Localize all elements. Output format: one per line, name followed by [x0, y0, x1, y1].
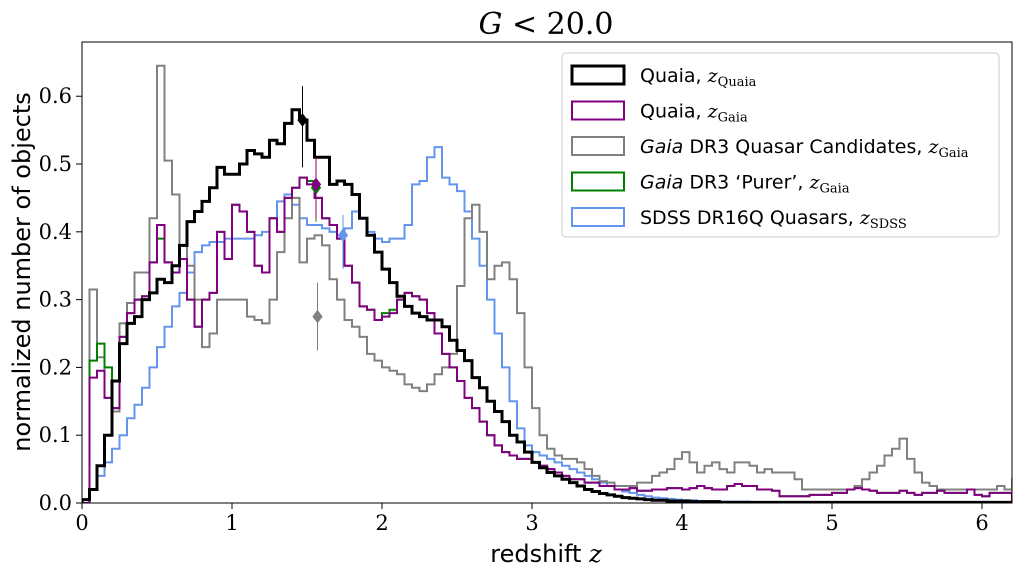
x-tick-label: 2 — [375, 511, 388, 535]
legend-entry-4: SDSS DR16Q Quasars, zSDSS — [640, 207, 907, 232]
y-tick-label: 0.5 — [39, 152, 72, 176]
y-tick-label: 0.6 — [39, 84, 72, 108]
legend-swatch-0 — [570, 64, 626, 86]
legend-box — [561, 52, 1000, 238]
x-tick-label: 0 — [75, 511, 88, 535]
legend-entry-2: Gaia DR3 Quasar Candidates, zGaia — [640, 136, 969, 161]
legend: Quaia, zQuaia Quaia, zGaia Gaia DR3 Quasar… — [561, 52, 1000, 238]
legend-swatch-3 — [571, 171, 625, 192]
series-line-4 — [82, 146, 1012, 503]
x-tick-label: 3 — [525, 511, 538, 535]
legend-swatch-2 — [571, 136, 625, 156]
series-line-1 — [82, 176, 1012, 503]
x-tick-label: 1 — [225, 511, 238, 535]
legend-entry-1: Quaia, zGaia — [640, 101, 748, 126]
y-tick-label: 0.1 — [39, 423, 72, 447]
plot-area — [82, 64, 1012, 503]
y-tick-label: 0.2 — [39, 355, 72, 379]
y-tick-label: 0.0 — [39, 491, 72, 515]
x-tick-label: 5 — [825, 511, 838, 535]
y-tick-label: 0.3 — [39, 288, 72, 312]
x-tick-label: 6 — [975, 511, 988, 535]
y-axis-label: normalized number of objects — [8, 92, 36, 452]
median-marker-2 — [312, 309, 323, 324]
legend-swatch-4 — [571, 207, 625, 227]
y-tick-label: 0.4 — [39, 220, 72, 244]
axes: 0 1 2 3 4 5 6 0.0 0.1 0.2 0.3 0.4 0.5 0.6 — [39, 41, 1013, 535]
plot-frame — [81, 41, 1013, 504]
median-marker-0 — [297, 113, 308, 127]
legend-entry-0: Quaia, zQuaia — [640, 65, 757, 90]
x-tick-label: 4 — [675, 511, 688, 535]
legend-entry-3: Gaia DR3 ‘Purer’, zGaia — [640, 172, 850, 197]
x-axis-label: redshift z — [490, 540, 602, 568]
median-marker-4 — [337, 228, 349, 243]
series-line-0 — [82, 108, 1012, 503]
median-marker-1 — [310, 177, 322, 192]
chart-title: G < 20.0 — [479, 7, 614, 42]
legend-swatch-1 — [571, 100, 625, 121]
